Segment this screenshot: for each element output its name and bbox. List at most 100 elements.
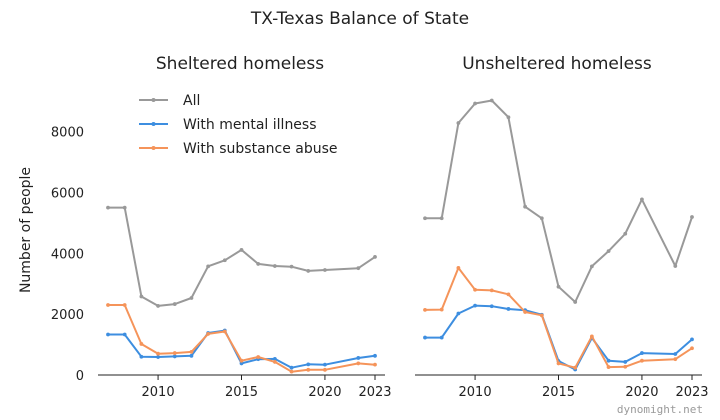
data-point-all — [272, 264, 277, 268]
data-point-with-mental-illness — [156, 355, 160, 359]
data-point-with-substance-abuse — [373, 362, 377, 367]
data-point-with-substance-abuse — [623, 364, 628, 369]
y-tick-label: 8000 — [51, 126, 84, 141]
data-point-with-substance-abuse — [122, 303, 127, 307]
data-point-with-substance-abuse — [289, 369, 294, 374]
data-point-all — [323, 268, 327, 272]
data-point-with-mental-illness — [623, 360, 628, 364]
data-point-all — [456, 121, 461, 125]
data-point-with-substance-abuse — [189, 349, 194, 354]
data-point-all — [373, 255, 377, 259]
data-point-all — [423, 216, 427, 221]
data-point-with-substance-abuse — [239, 358, 244, 363]
series-line-with-substance-abuse — [108, 304, 376, 373]
data-point-all — [690, 215, 694, 219]
data-point-all — [556, 284, 561, 289]
data-point-with-mental-illness — [106, 332, 110, 337]
x-tick-label: 2020 — [308, 385, 341, 400]
data-point-all — [439, 216, 444, 221]
data-point-all — [222, 258, 227, 263]
data-point-all — [156, 304, 160, 308]
data-point-all — [206, 264, 211, 269]
data-point-with-mental-illness — [690, 337, 694, 342]
data-point-with-substance-abuse — [606, 365, 611, 369]
data-point-all — [673, 264, 678, 268]
data-point-with-substance-abuse — [690, 346, 694, 351]
data-point-with-substance-abuse — [206, 332, 211, 336]
panel-sheltered: Sheltered homeless 2010 2015 2020 2023 0 200… — [51, 54, 392, 400]
data-point-all — [256, 262, 261, 266]
data-point-all — [356, 266, 361, 271]
legend: All With mental illness With substance abu… — [139, 93, 338, 157]
data-point-all — [106, 205, 110, 210]
data-point-with-substance-abuse — [539, 313, 544, 318]
x-ticks: 2010 2015 2020 2023 — [142, 375, 392, 400]
data-point-all — [539, 216, 544, 221]
y-axis-label: Number of people — [18, 167, 34, 293]
series-line-with-substance-abuse — [424, 266, 693, 369]
data-point-with-mental-illness — [289, 365, 294, 370]
data-point-all — [306, 269, 311, 273]
data-point-with-substance-abuse — [323, 367, 327, 372]
data-point-with-substance-abuse — [423, 307, 427, 312]
data-point-all — [523, 204, 528, 209]
series-group — [106, 205, 377, 374]
data-point-with-substance-abuse — [272, 360, 277, 364]
data-point-with-mental-illness — [306, 362, 311, 367]
legend-label-with-substance-abuse: With substance abuse — [183, 141, 338, 157]
data-point-with-substance-abuse — [489, 288, 494, 293]
data-point-with-mental-illness — [423, 335, 427, 340]
data-point-with-mental-illness — [172, 354, 177, 359]
data-point-with-mental-illness — [323, 362, 327, 367]
series-line-all — [108, 206, 376, 307]
data-point-with-substance-abuse — [589, 334, 594, 339]
data-point-with-substance-abuse — [573, 365, 578, 370]
data-point-with-mental-illness — [373, 353, 377, 358]
data-point-all — [506, 115, 511, 120]
data-point-with-substance-abuse — [556, 361, 561, 366]
data-point-all — [623, 231, 628, 236]
data-point-with-substance-abuse — [139, 342, 144, 346]
legend-marker-all — [151, 98, 156, 102]
data-point-with-mental-illness — [456, 311, 461, 316]
data-point-all — [172, 302, 177, 306]
data-point-with-mental-illness — [439, 335, 444, 340]
data-point-with-substance-abuse — [439, 307, 444, 312]
series-line-all — [425, 99, 693, 303]
x-tick-label: 2023 — [358, 385, 391, 400]
legend-marker-with-substance-abuse — [151, 146, 156, 150]
y-tick-label: 2000 — [51, 308, 84, 323]
data-point-with-substance-abuse — [356, 361, 361, 366]
data-point-all — [573, 300, 578, 304]
chart-title: TX-Texas Balance of State — [250, 9, 469, 29]
data-point-with-mental-illness — [473, 303, 477, 308]
data-point-with-mental-illness — [606, 358, 611, 363]
data-point-with-mental-illness — [189, 353, 194, 358]
data-point-with-substance-abuse — [473, 287, 477, 292]
data-point-with-substance-abuse — [506, 292, 511, 297]
watermark: dynomight.net — [617, 403, 703, 416]
x-tick-label: 2010 — [142, 385, 175, 400]
data-point-all — [606, 249, 611, 254]
data-point-with-substance-abuse — [156, 351, 160, 356]
data-point-all — [289, 264, 294, 269]
data-point-with-mental-illness — [506, 307, 511, 311]
data-point-with-mental-illness — [356, 356, 361, 360]
legend-label-all: All — [183, 93, 200, 109]
data-point-with-substance-abuse — [222, 329, 227, 334]
data-point-with-substance-abuse — [306, 367, 311, 372]
data-point-with-substance-abuse — [256, 355, 261, 359]
data-point-all — [239, 248, 244, 252]
data-point-all — [589, 264, 594, 269]
data-point-with-substance-abuse — [640, 358, 644, 363]
data-point-with-mental-illness — [239, 361, 244, 366]
panel-title-unsheltered: Unsheltered homeless — [462, 54, 652, 74]
y-tick-label: 0 — [76, 369, 84, 384]
panel-unsheltered: Unsheltered homeless 2010 2015 2020 2023 — [415, 54, 709, 400]
series-group — [423, 98, 694, 372]
data-point-with-mental-illness — [640, 351, 644, 355]
y-tick-label: 6000 — [51, 186, 84, 201]
data-point-with-substance-abuse — [106, 303, 110, 307]
data-point-all — [473, 101, 477, 106]
